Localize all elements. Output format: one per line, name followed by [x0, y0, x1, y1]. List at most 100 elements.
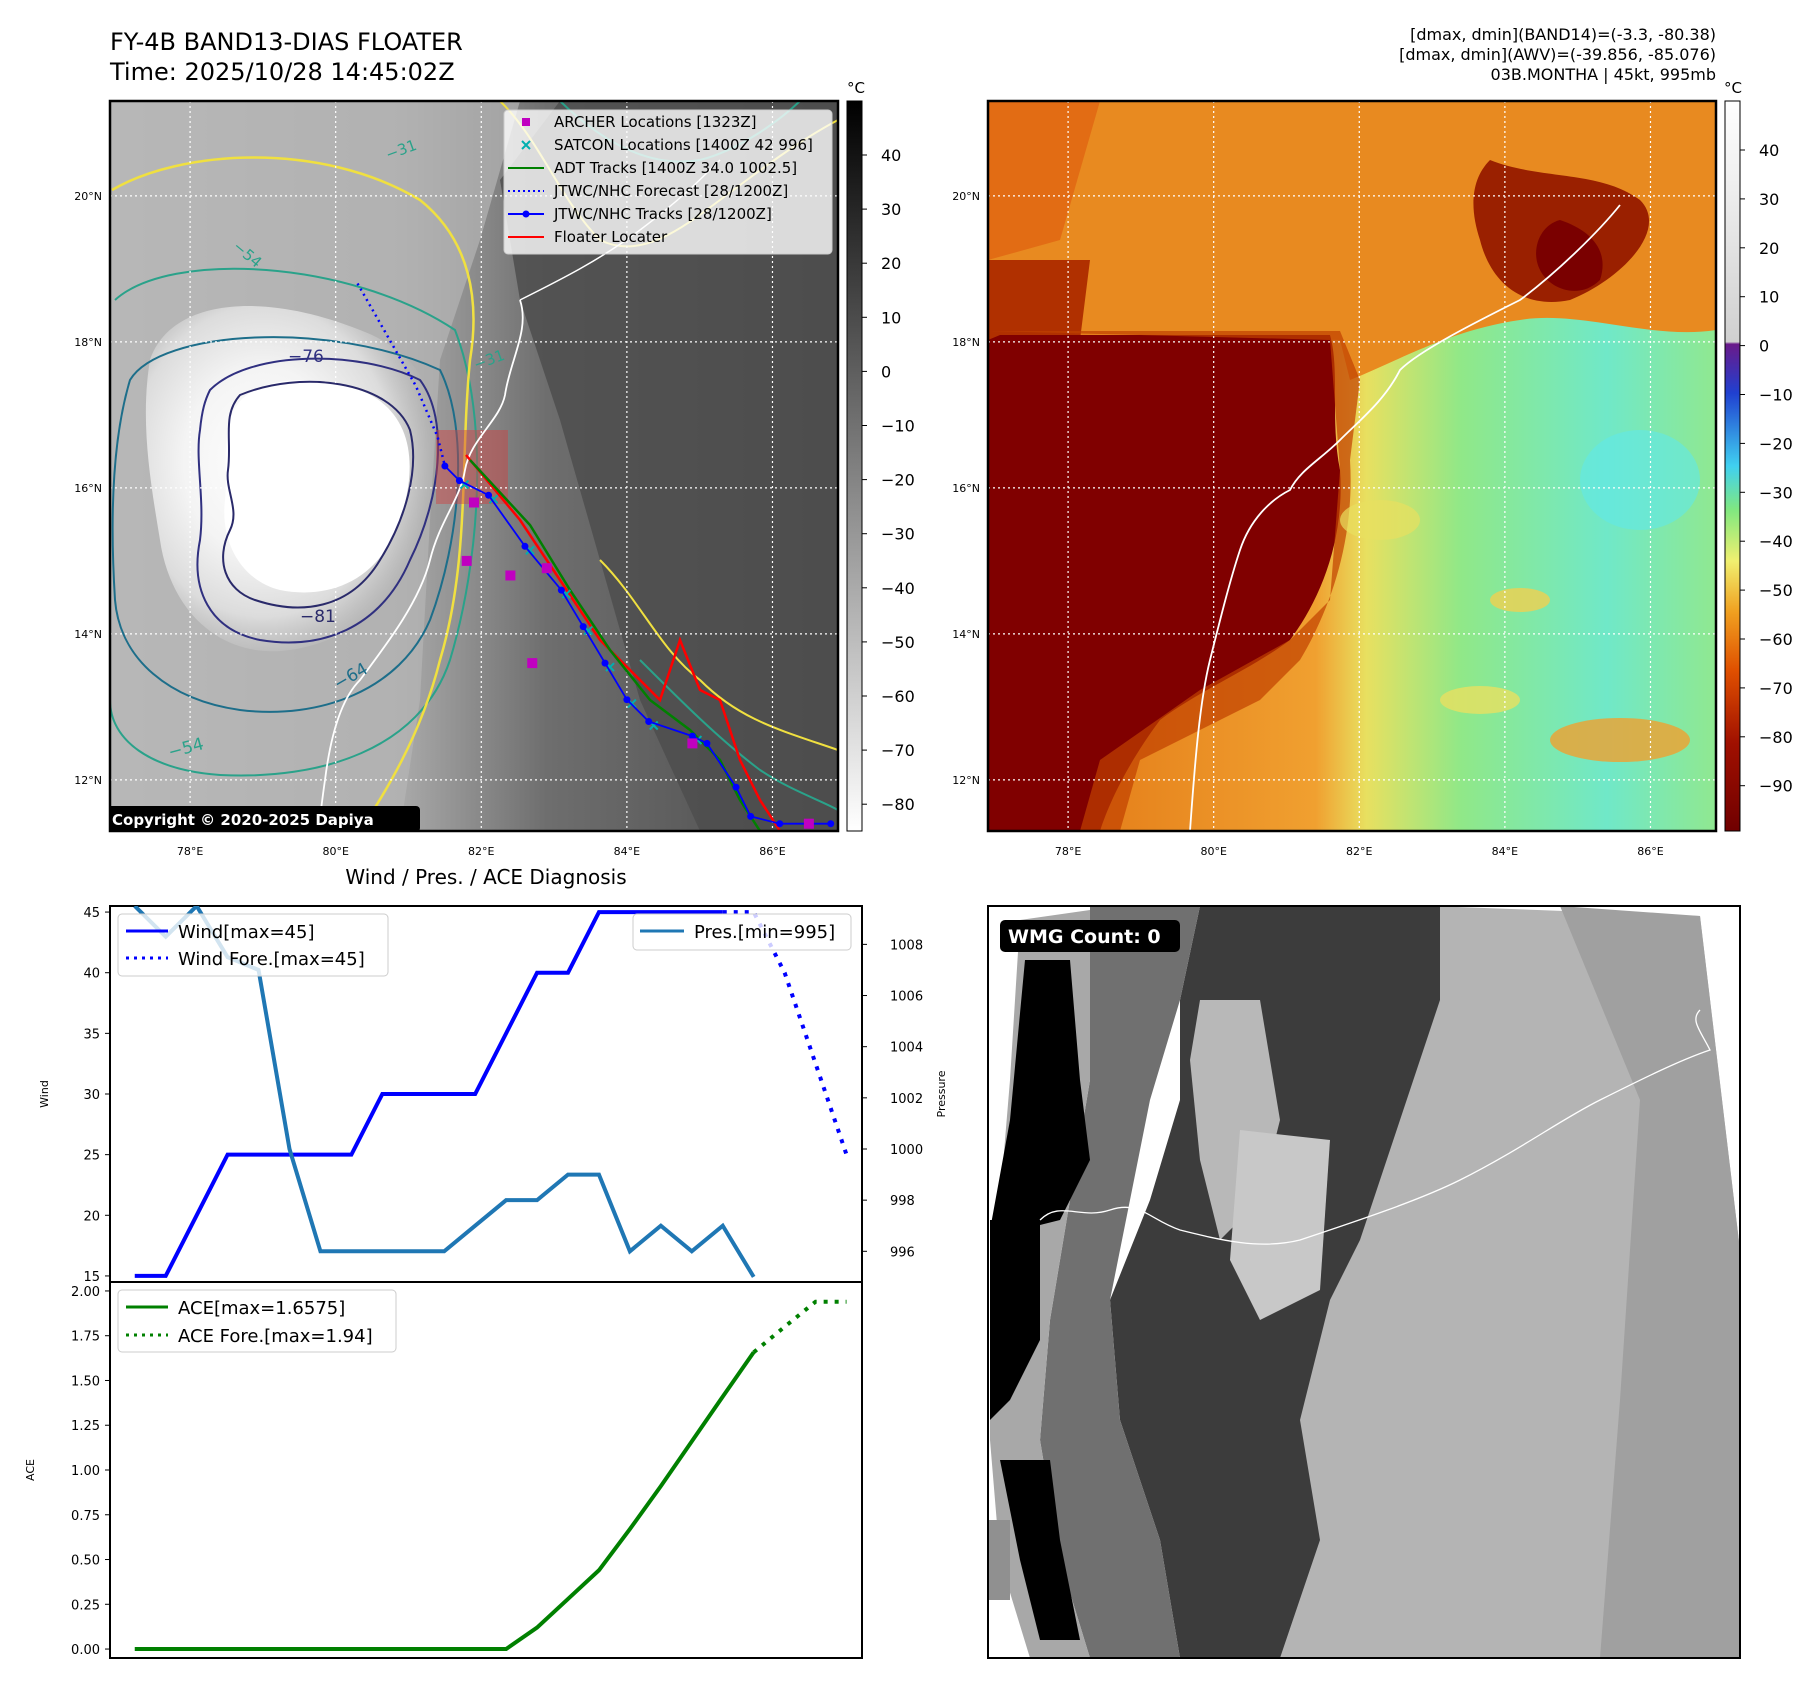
- contour-minus-81: [222, 380, 415, 609]
- lat-tick-label: 12°N: [74, 774, 102, 787]
- ace-tick-label: 1.75: [71, 1330, 100, 1345]
- lat-tick-label: 14°N: [952, 628, 980, 641]
- colorbar-tick-label: 30: [881, 200, 901, 219]
- wv-gridlines: [988, 101, 1716, 831]
- jtwc-track-point: [623, 696, 631, 704]
- colorbar-tick-label: 40: [1759, 141, 1779, 160]
- colorbar-tick-label: 0: [1759, 337, 1769, 356]
- wind-forecast-series-line: [722, 910, 849, 1156]
- legend-label: JTWC/NHC Tracks [28/1200Z]: [553, 205, 772, 223]
- colorbar-tick-label: −40: [1759, 532, 1793, 551]
- jtwc-track-point: [732, 783, 740, 791]
- legend-label: SATCON Locations [1400Z 42 996]: [554, 136, 813, 154]
- ace-legend-forecast: ACE Fore.[max=1.94]: [178, 1326, 373, 1347]
- colorbar-tick-label: 10: [881, 308, 901, 327]
- wv-coastline: [1189, 204, 1621, 831]
- colorbar-tick-label: −10: [1759, 386, 1793, 405]
- pres-ylabel: Pressure: [935, 1070, 948, 1117]
- contour-minus-31: [111, 156, 475, 831]
- ace-tick-label: 1.00: [71, 1464, 100, 1479]
- pres-legend: Pres.[min=995]: [632, 913, 852, 951]
- colorbar-tick-label: −30: [881, 525, 915, 544]
- contour-minus-76: [196, 357, 440, 644]
- contour-minus-54: [110, 267, 479, 777]
- wv-colorbar: °C 40 30 20 10 0 −10 −20 −30 −40 −50 −60 −70 −80 −90: [1724, 79, 1793, 832]
- legend-label: JTWC/NHC Forecast [28/1200Z]: [553, 182, 788, 200]
- wmg-coastline: [1039, 1009, 1711, 1245]
- lat-tick-label: 18°N: [74, 336, 102, 349]
- ace-tick-label: 0.00: [71, 1643, 100, 1658]
- coastline: [317, 299, 524, 831]
- wind-tick-label: 15: [83, 1270, 100, 1285]
- colorbar-tick-label: 10: [1759, 288, 1779, 307]
- wind-tick-label: 40: [83, 967, 100, 982]
- ir-tick-labels: 78°E 80°E 82°E 84°E 86°E 20°N 18°N 16°N 14°N 12°N: [74, 190, 785, 858]
- ace-tick-label: 1.50: [71, 1374, 100, 1389]
- archer-marker: [527, 658, 538, 669]
- info-line3: 03B.MONTHA | 45kt, 995mb: [1491, 65, 1716, 84]
- colorbar-tick-label: −70: [1759, 679, 1793, 698]
- legend-label: ARCHER Locations [1323Z]: [554, 113, 757, 131]
- contour-minus-64: [111, 336, 460, 713]
- lon-tick-label: 80°E: [1200, 845, 1226, 858]
- colorbar-tick-label: −20: [881, 471, 915, 490]
- lat-tick-label: 16°N: [74, 482, 102, 495]
- lat-tick-label: 14°N: [74, 628, 102, 641]
- jtwc-track-point: [485, 491, 493, 499]
- lat-tick-label: 16°N: [952, 482, 980, 495]
- lon-tick-label: 86°E: [759, 845, 785, 858]
- ace-tick-label: 0.25: [71, 1598, 100, 1613]
- ace-legend-solid: ACE[max=1.6575]: [178, 1298, 345, 1319]
- legend-label: Floater Locater: [554, 228, 668, 246]
- legend-swatch: [521, 140, 531, 150]
- wmg-count-badge: [1000, 920, 1180, 952]
- copyright-text: Copyright © 2020-2025 Dapiya: [112, 811, 374, 829]
- jtwc-track-point: [776, 820, 784, 828]
- wind-legend-forecast: Wind Fore.[max=45]: [178, 949, 365, 970]
- lat-tick-label: 20°N: [952, 190, 980, 203]
- jtwc-track-point: [521, 542, 529, 550]
- ir-legend: ARCHER Locations [1323Z] SATCON Locations…: [503, 109, 833, 255]
- colorbar-tick-label: −10: [881, 417, 915, 436]
- figure-title-line2: Time: 2025/10/28 14:45:02Z: [109, 58, 455, 86]
- pres-tick-label: 998: [890, 1194, 915, 1209]
- colorbar-tick-label: −60: [881, 687, 915, 706]
- wind-tick-label: 45: [83, 906, 100, 921]
- lon-tick-label: 86°E: [1637, 845, 1663, 858]
- pres-tick-label: 1006: [890, 990, 923, 1005]
- pres-tick-label: 1002: [890, 1092, 923, 1107]
- ace-tick-label: 0.50: [71, 1554, 100, 1569]
- lon-tick-label: 78°E: [1055, 845, 1081, 858]
- floater-locater-track: [465, 454, 782, 831]
- pres-tick-label: 1008: [890, 938, 923, 953]
- wv-map-panel: [986, 99, 1718, 833]
- lon-tick-label: 82°E: [1346, 845, 1372, 858]
- wmg-count-text: WMG Count: 0: [1008, 926, 1161, 948]
- colorbar-tick-label: 20: [881, 254, 901, 273]
- wind-series-line: [134, 910, 723, 1278]
- wv-cold-core: [988, 335, 1341, 831]
- info-line1: [dmax, dmin](BAND14)=(-3.3, -80.38): [1410, 25, 1716, 44]
- jtwc-track-point: [441, 462, 449, 470]
- archer-markers: [461, 497, 814, 829]
- wv-tick-labels: 78°E 80°E 82°E 84°E 86°E 20°N 18°N 16°N 14°N 12°N: [952, 190, 1663, 858]
- wind-tick-label: 25: [83, 1149, 100, 1164]
- colorbar-tick-label: 20: [1759, 239, 1779, 258]
- colorbar-tick-label: −20: [1759, 434, 1793, 453]
- jtwc-track-points: [441, 462, 835, 828]
- legend-label: ADT Tracks [1400Z 34.0 1002.5]: [554, 159, 797, 177]
- contour-label: −81: [300, 607, 336, 627]
- colorbar-tick-label: 40: [881, 146, 901, 165]
- ace-tick-label: 1.25: [71, 1419, 100, 1434]
- info-line2: [dmax, dmin](AWV)=(-39.856, -85.076): [1399, 45, 1716, 64]
- jtwc-track-point: [747, 812, 755, 820]
- ace-chart: 2.00 1.75 1.50 1.25 1.00 0.75 0.50 0.25 0.00 ACE…: [24, 1281, 863, 1659]
- archer-marker: [687, 738, 698, 749]
- wind-legend: Wind[max=45] Wind Fore.[max=45]: [117, 913, 389, 977]
- lon-tick-label: 80°E: [322, 845, 348, 858]
- pres-tick-label: 1004: [890, 1041, 923, 1056]
- wv-colorbar-unit: °C: [1724, 79, 1742, 97]
- wind-legend-solid: Wind[max=45]: [178, 922, 315, 943]
- legend-swatch-dot: [522, 210, 530, 218]
- wind-tick-label: 20: [83, 1209, 100, 1224]
